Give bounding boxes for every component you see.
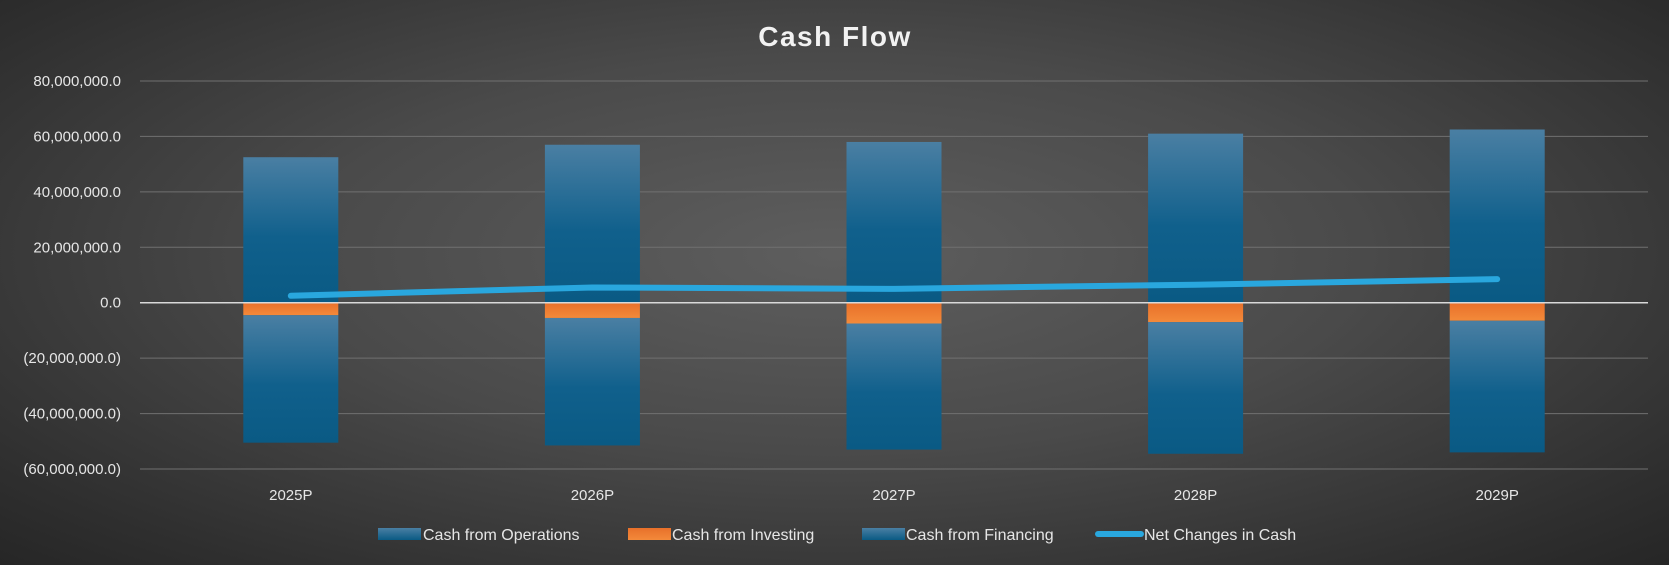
legend-label: Cash from Investing	[672, 527, 814, 544]
x-tick-label: 2027P	[872, 487, 915, 504]
legend-item: Net Changes in Cash	[1095, 527, 1296, 544]
bar-cash-from-operations	[243, 157, 339, 303]
x-tick-label: 2025P	[269, 487, 312, 504]
bar-cash-from-investing	[1449, 302, 1545, 321]
line-series	[287, 276, 1501, 299]
legend-item: Cash from Operations	[378, 527, 580, 544]
y-tick-label: 0.0	[100, 295, 121, 312]
bar-cash-from-financing	[846, 323, 942, 450]
chart-title: Cash Flow	[758, 21, 912, 52]
bar-cash-from-investing	[243, 302, 339, 316]
y-tick-label: 20,000,000.0	[33, 239, 121, 256]
legend-item: Cash from Investing	[628, 527, 814, 544]
bar-cash-from-financing	[544, 317, 640, 446]
x-tick-label: 2028P	[1174, 487, 1217, 504]
x-tick-label: 2026P	[571, 487, 614, 504]
x-axis-tick-labels: 2025P 2026P 2027P 2028P 2029P	[269, 487, 1519, 504]
x-tick-label: 2029P	[1476, 487, 1519, 504]
legend-swatch	[378, 528, 421, 540]
legend-item: Cash from Financing	[862, 527, 1054, 544]
bar-cash-from-operations	[846, 141, 942, 303]
bar-cash-from-investing	[846, 302, 942, 324]
bar-cash-from-financing	[243, 315, 339, 443]
legend-label: Net Changes in Cash	[1144, 527, 1296, 544]
y-tick-label: 60,000,000.0	[33, 128, 121, 145]
bar-cash-from-operations	[544, 144, 640, 303]
y-tick-label: (40,000,000.0)	[23, 406, 121, 423]
legend-swatch	[628, 528, 671, 540]
y-tick-label: 80,000,000.0	[33, 73, 121, 90]
y-tick-label: 40,000,000.0	[33, 184, 121, 201]
y-tick-label: (60,000,000.0)	[23, 461, 121, 478]
legend-label: Cash from Financing	[906, 527, 1054, 544]
bar-cash-from-investing	[1148, 302, 1244, 323]
bar-cash-from-operations	[1449, 129, 1545, 303]
bar-cash-from-financing	[1449, 320, 1545, 453]
y-tick-label: (20,000,000.0)	[23, 350, 121, 367]
legend-label: Cash from Operations	[423, 527, 580, 544]
bar-series	[243, 129, 1545, 454]
legend-swatch	[862, 528, 905, 540]
legend: Cash from Operations Cash from Investing C…	[378, 527, 1296, 544]
bar-cash-from-financing	[1148, 322, 1244, 454]
bar-cash-from-operations	[1148, 133, 1244, 303]
y-axis-tick-labels: 80,000,000.0 60,000,000.0 40,000,000.0 20,0…	[23, 73, 121, 478]
bar-cash-from-investing	[544, 302, 640, 318]
